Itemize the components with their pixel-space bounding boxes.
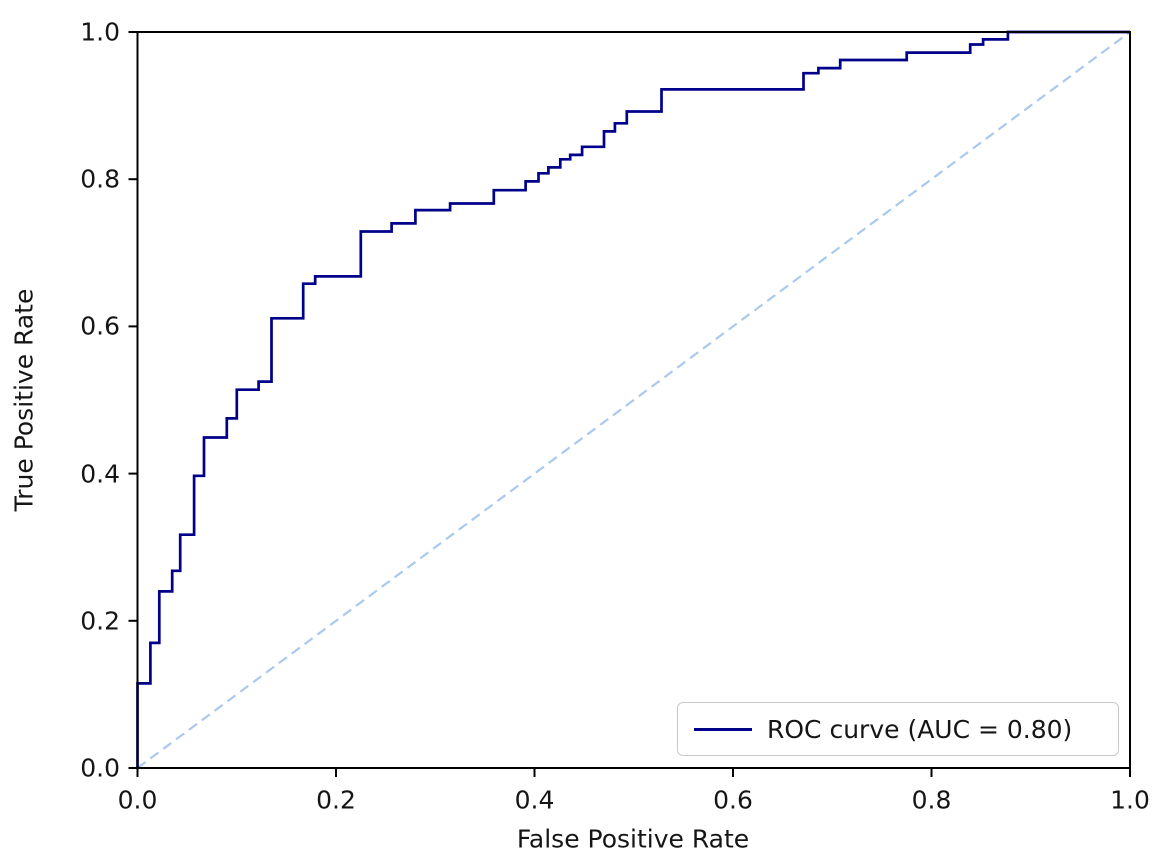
x-tick-label: 0.2 [316,785,356,815]
x-tick-label: 1.0 [1110,785,1150,815]
x-tick-label: 0.6 [713,785,753,815]
x-tick-label: 0.4 [514,785,555,815]
y-tick-label: 0.6 [80,311,120,341]
axes-spines [136,31,1131,769]
legend-box: ROC curve (AUC = 0.80) [677,702,1119,756]
roc-curve-line [136,30,1130,768]
x-axis-label: False Positive Rate [516,824,750,854]
y-tick-label: 0.2 [80,606,120,636]
y-tick-label: 0.0 [80,753,120,783]
chance-diagonal-line [136,31,1131,769]
y-tick-label: 1.0 [80,17,120,47]
legend-entry-label: ROC curve (AUC = 0.80) [767,714,1073,744]
y-axis-label: True Positive Rate [9,288,39,512]
legend-line-sample [694,727,752,731]
y-tick-label: 0.4 [80,459,120,489]
x-tick-label: 0.0 [117,785,158,815]
x-tick-label: 0.8 [911,785,952,815]
y-tick-label: 0.8 [80,164,120,194]
